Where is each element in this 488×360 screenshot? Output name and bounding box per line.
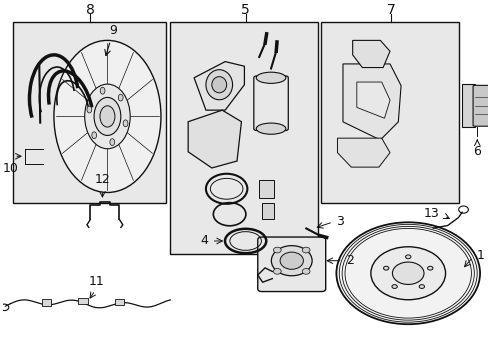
Ellipse shape [370,247,445,300]
Circle shape [280,252,303,269]
Polygon shape [342,64,400,140]
Bar [13,22,165,203]
Ellipse shape [118,94,123,101]
Ellipse shape [94,98,121,135]
Text: 12: 12 [94,174,110,186]
Text: 6: 6 [472,145,480,158]
Ellipse shape [405,255,410,259]
Ellipse shape [383,266,388,270]
Ellipse shape [256,72,285,84]
Bar [259,180,273,198]
Text: 1: 1 [475,249,483,262]
Circle shape [273,269,281,274]
Ellipse shape [211,77,226,93]
Bar [320,22,458,203]
Bar [41,300,51,306]
Ellipse shape [87,106,92,113]
Ellipse shape [205,70,232,100]
Bar [78,298,88,305]
Circle shape [273,247,281,253]
Polygon shape [194,62,244,110]
FancyBboxPatch shape [472,85,488,126]
Ellipse shape [391,285,396,288]
Ellipse shape [110,139,115,145]
Ellipse shape [391,262,423,284]
Text: 9: 9 [109,24,117,37]
FancyBboxPatch shape [257,237,325,292]
Ellipse shape [427,266,432,270]
Ellipse shape [256,123,285,134]
Ellipse shape [100,106,115,127]
Ellipse shape [336,222,479,324]
Text: 8: 8 [86,3,95,17]
Text: 11: 11 [88,275,104,288]
Ellipse shape [418,285,424,288]
Bar [170,22,318,253]
Text: 5: 5 [241,3,249,17]
Bar [262,203,273,219]
FancyBboxPatch shape [253,76,288,130]
Ellipse shape [100,87,105,94]
Ellipse shape [123,120,128,127]
Circle shape [302,247,309,253]
Ellipse shape [92,132,97,139]
Polygon shape [352,40,389,68]
Text: 10: 10 [2,162,18,175]
Polygon shape [356,82,389,118]
Circle shape [271,246,311,276]
Text: 3: 3 [336,215,344,228]
Text: 7: 7 [386,3,395,17]
Polygon shape [337,138,389,167]
Circle shape [302,269,309,274]
Bar [114,299,124,305]
Polygon shape [188,110,241,168]
Text: 2: 2 [346,254,353,267]
Bar [461,84,473,127]
Text: 4: 4 [200,234,207,247]
Text: 13: 13 [423,207,439,220]
Ellipse shape [84,84,130,149]
Ellipse shape [54,40,161,193]
